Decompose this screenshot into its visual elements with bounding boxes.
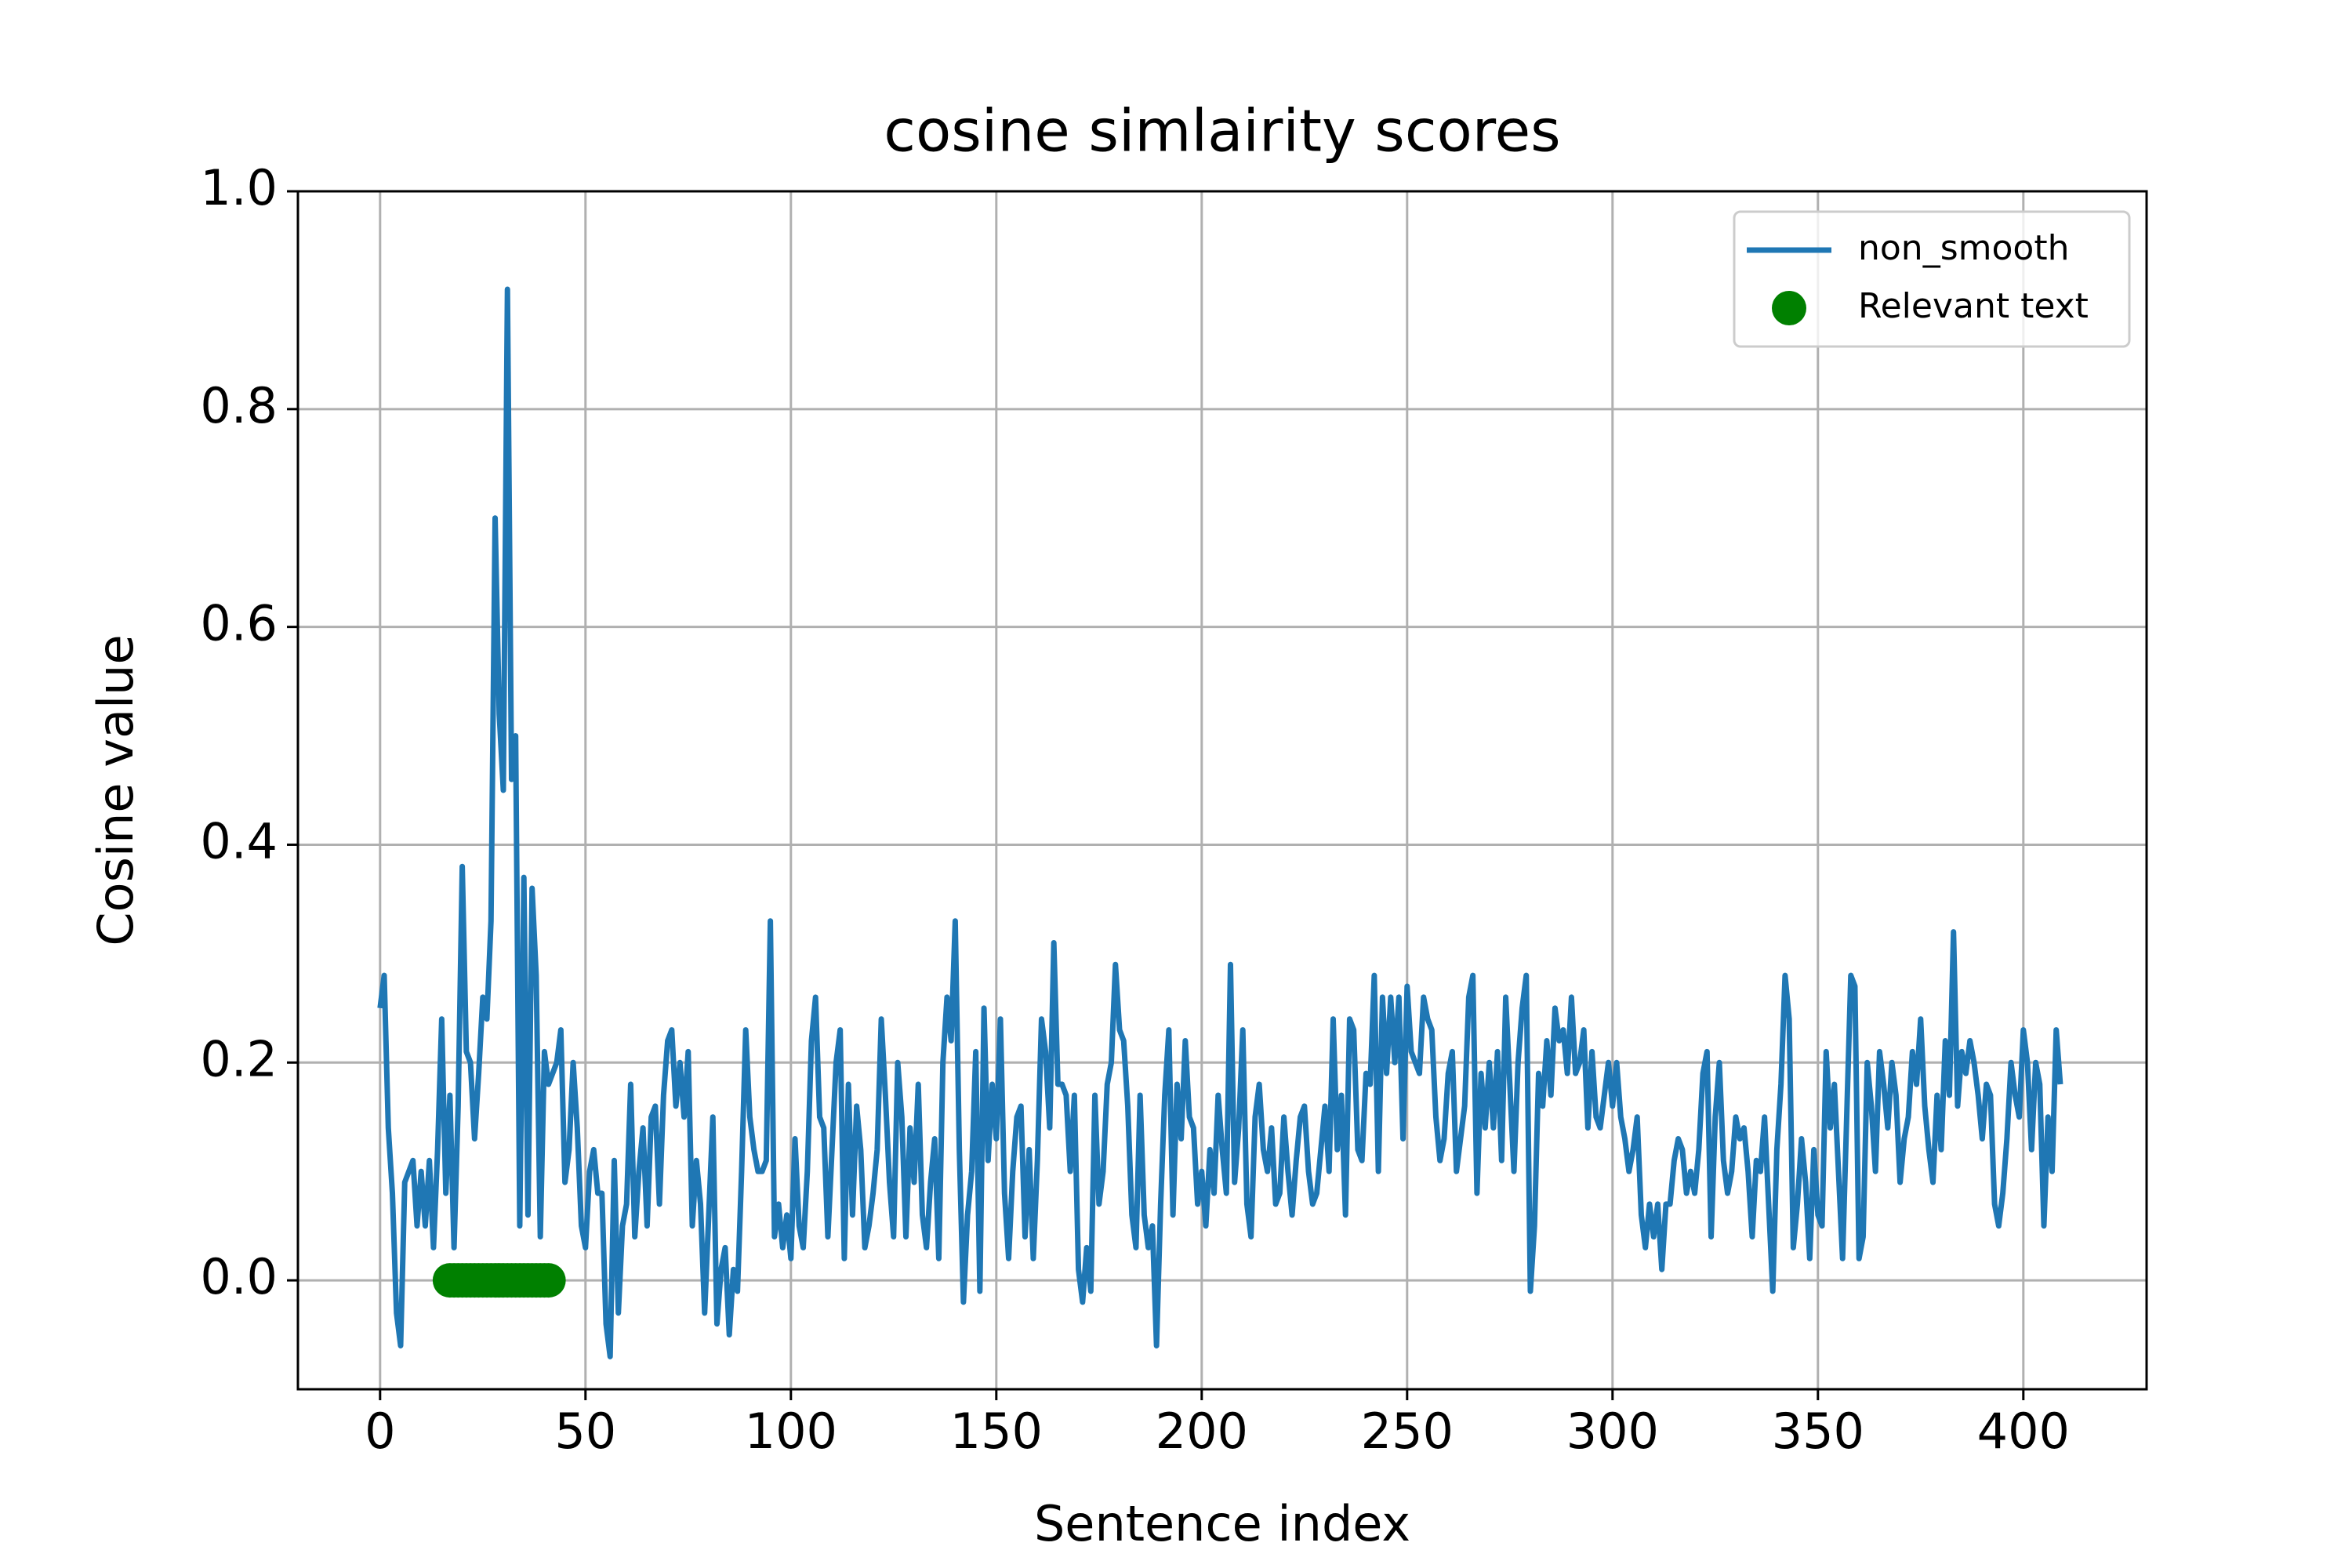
x-tick-label: 200 [1156, 1403, 1248, 1460]
chart-title: cosine simlairity scores [884, 98, 1560, 165]
x-tick-label: 0 [365, 1403, 395, 1460]
y-tick-label: 0.6 [200, 595, 278, 652]
plot-area [377, 286, 2063, 1359]
x-tick-label: 350 [1772, 1403, 1864, 1460]
x-axis-label: Sentence index [1034, 1495, 1410, 1552]
legend-box [1733, 210, 2131, 348]
x-tick-label: 250 [1361, 1403, 1454, 1460]
x-tick-label: 150 [950, 1403, 1043, 1460]
x-tick-label: 50 [554, 1403, 616, 1460]
axes-frame [296, 190, 2148, 1391]
x-tick-label: 100 [745, 1403, 837, 1460]
y-tick-label: 0.4 [200, 813, 278, 870]
y-tick-label: 0.2 [200, 1030, 278, 1087]
y-tick-label: 0.0 [200, 1248, 278, 1305]
x-tick-label: 300 [1566, 1403, 1659, 1460]
legend-marker [1772, 291, 1806, 325]
y-axis-label: Cosine value [87, 634, 144, 946]
data-line [377, 286, 2063, 1359]
scatter-point [531, 1263, 566, 1298]
x-tick-label: 400 [1977, 1403, 2070, 1460]
legend-label: non_smooth [1858, 228, 2069, 268]
legend-label: Relevant text [1858, 286, 2089, 326]
y-tick-label: 0.8 [200, 377, 278, 434]
y-tick-label: 1.0 [200, 159, 278, 216]
